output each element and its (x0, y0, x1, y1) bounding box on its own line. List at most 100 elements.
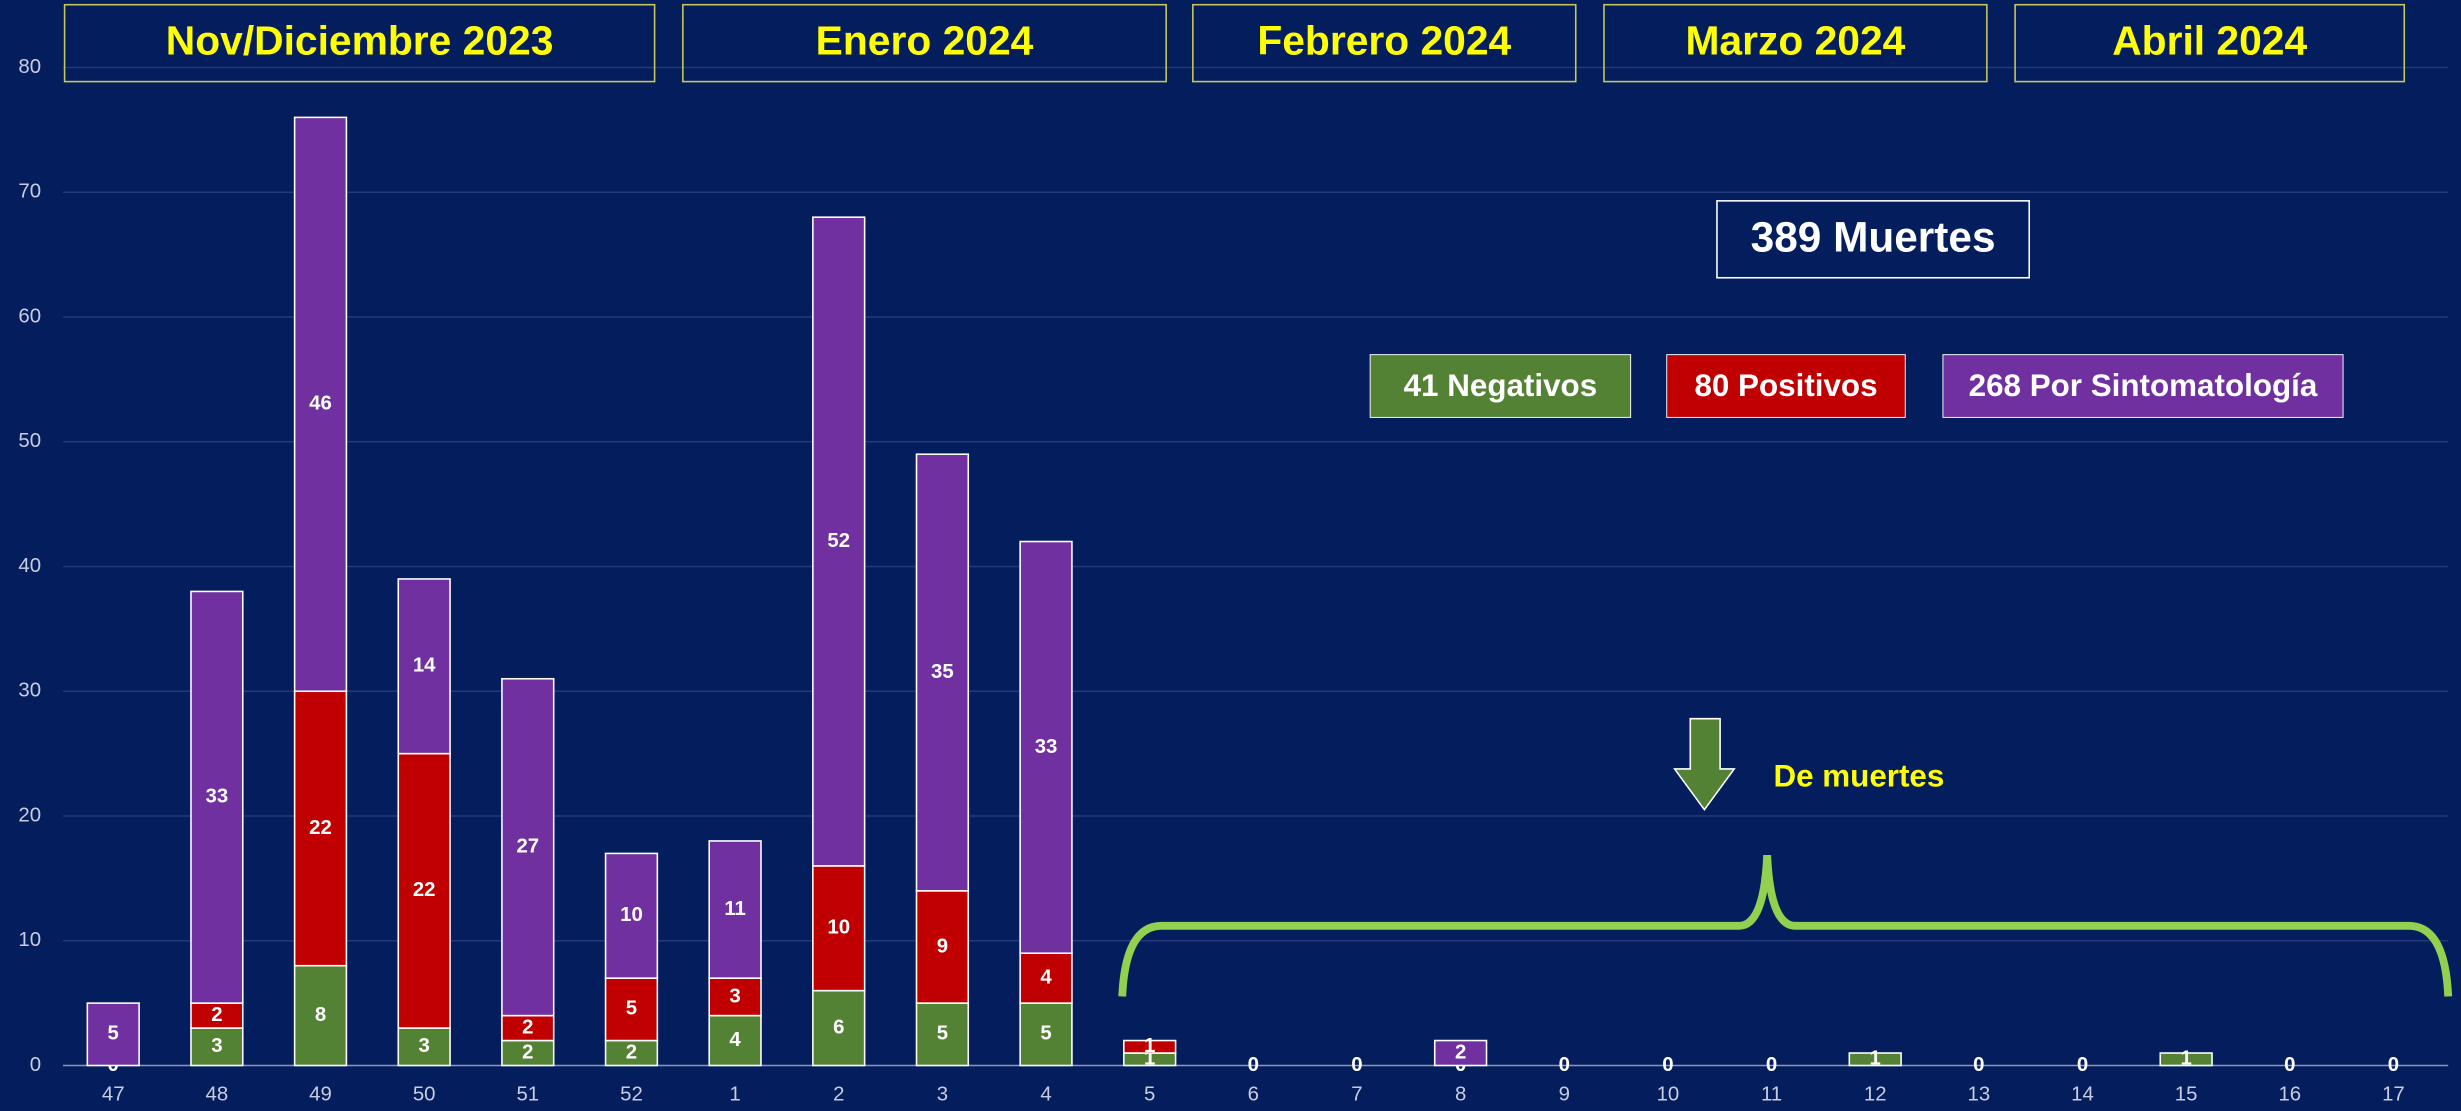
period-box (1603, 3, 1988, 83)
period-box (682, 3, 1167, 83)
x-tick-label: 51 (516, 1084, 539, 1106)
x-tick-label: 12 (1864, 1084, 1887, 1106)
period-label: Marzo 2024 (1685, 18, 1905, 64)
data-label: 14 (413, 655, 436, 677)
bar-segment (708, 840, 762, 979)
data-label: 0 (2077, 1054, 2088, 1076)
x-tick-label: 50 (413, 1084, 436, 1106)
data-label: 1 (1870, 1048, 1881, 1070)
data-label: 3 (418, 1035, 429, 1057)
data-label: 0 (1248, 1054, 1259, 1076)
x-tick-label: 49 (309, 1084, 332, 1106)
y-tick-label: 30 (18, 680, 41, 702)
data-label: 2 (522, 1016, 533, 1038)
period-label: Abril 2024 (2112, 18, 2307, 64)
bar-segment (915, 890, 970, 1004)
data-label: 5 (937, 1023, 948, 1045)
total-label: 389 Muertes (1751, 213, 1996, 260)
data-label: 46 (309, 393, 332, 415)
x-tick-label: 1 (729, 1084, 740, 1106)
data-label: 5 (108, 1023, 119, 1045)
bar-segment (1019, 540, 1073, 955)
data-label: 2 (1455, 1041, 1466, 1063)
x-tick-label: 3 (937, 1084, 948, 1106)
x-tick-label: 5 (1144, 1084, 1155, 1106)
brace (1118, 855, 2453, 997)
y-tick-label: 10 (18, 929, 41, 951)
bar-segment (501, 677, 555, 1017)
annotation: De muertes (1773, 759, 1944, 794)
bar-segment (501, 1014, 555, 1042)
y-tick-label: 20 (18, 804, 41, 826)
y-tick-label: 40 (18, 555, 41, 577)
data-label: 8 (315, 1004, 326, 1026)
data-label: 5 (1040, 1023, 1051, 1045)
bar-segment (86, 1002, 140, 1067)
data-label: 52 (827, 530, 850, 552)
legend-label: 268 Por Sintomatología (1969, 368, 2318, 403)
bar-segment (708, 1014, 762, 1067)
x-tick-label: 14 (2071, 1084, 2094, 1106)
bar-segment (604, 852, 659, 979)
bar-segment (812, 216, 866, 867)
data-label: 5 (626, 998, 637, 1020)
y-tick-label: 70 (18, 181, 41, 203)
x-tick-label: 17 (2382, 1084, 2405, 1106)
data-label: 0 (1351, 1054, 1362, 1076)
x-tick-label: 2 (833, 1084, 844, 1106)
data-label: 1 (1144, 1035, 1155, 1057)
y-tick-label: 50 (18, 430, 41, 452)
legend-label: 80 Positivos (1694, 368, 1877, 403)
bar-segment (604, 1039, 659, 1067)
data-label: 0 (1559, 1054, 1570, 1076)
data-label: 2 (211, 1004, 222, 1026)
total-box (1716, 200, 2031, 279)
y-tick-label: 60 (18, 305, 41, 327)
bar-segment (708, 977, 762, 1017)
x-tick-label: 15 (2175, 1084, 2198, 1106)
data-label: 0 (1973, 1054, 1984, 1076)
y-tick-label: 0 (30, 1054, 41, 1076)
data-label: 0 (2388, 1054, 2399, 1076)
period-box (1192, 3, 1577, 83)
data-label: 11 (724, 898, 746, 920)
x-tick-label: 13 (1968, 1084, 1991, 1106)
bar-segment (1433, 1039, 1488, 1067)
data-label: 9 (937, 935, 948, 957)
x-tick-label: 48 (206, 1084, 229, 1106)
data-label: 10 (827, 917, 850, 939)
data-label: 2 (626, 1041, 637, 1063)
bar-segment (915, 453, 970, 892)
bar-segment (190, 590, 244, 1004)
data-label: 1 (1144, 1048, 1155, 1070)
bar-segment (397, 752, 451, 1029)
x-tick-label: 9 (1559, 1084, 1570, 1106)
y-tick-label: 80 (18, 56, 41, 78)
data-label: 33 (206, 786, 229, 808)
period-label: Enero 2024 (816, 18, 1034, 64)
data-label: 3 (729, 985, 740, 1007)
bar-segment (604, 977, 659, 1042)
arrow (1673, 717, 1736, 812)
data-label: 10 (620, 904, 643, 926)
x-tick-label: 8 (1455, 1084, 1466, 1106)
legend-box (1369, 354, 1632, 418)
bar-segment (1019, 952, 1073, 1004)
x-tick-label: 6 (1248, 1084, 1259, 1106)
x-tick-label: 7 (1351, 1084, 1362, 1106)
data-label: 4 (729, 1029, 741, 1051)
data-label: 2 (522, 1041, 533, 1063)
bar-segment (293, 690, 348, 967)
x-tick-label: 52 (620, 1084, 643, 1106)
data-label: 6 (833, 1016, 844, 1038)
x-tick-label: 4 (1040, 1084, 1051, 1106)
bar-segment (1123, 1039, 1177, 1054)
legend-box (1942, 354, 2344, 418)
legend-box (1666, 354, 1906, 418)
data-label: 0 (1662, 1054, 1673, 1076)
bar-segment (2159, 1052, 2213, 1067)
data-label: 22 (413, 879, 436, 901)
